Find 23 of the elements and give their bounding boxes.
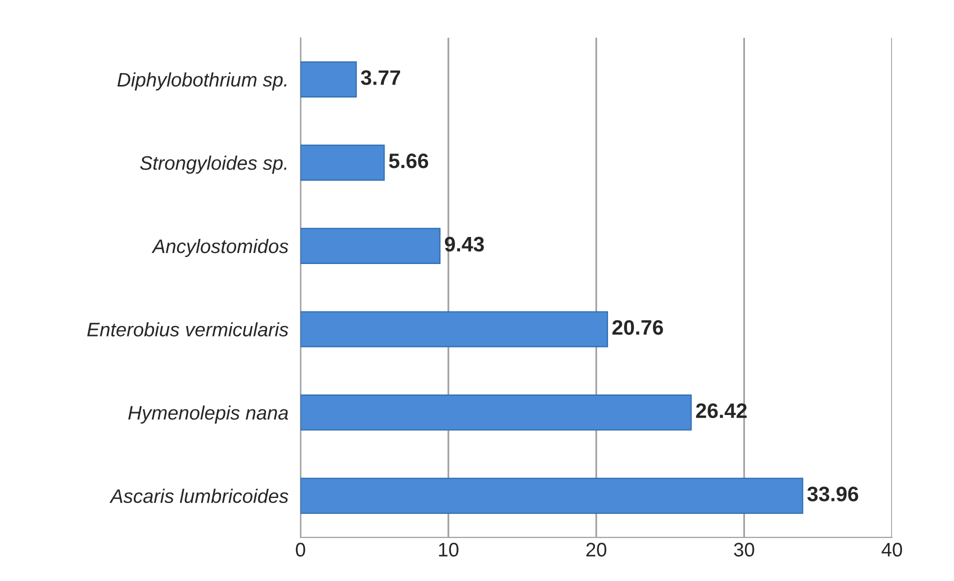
bar [300, 61, 357, 98]
x-tick-label: 20 [586, 542, 606, 557]
x-tick-label: 10 [439, 542, 458, 557]
bar [300, 394, 692, 431]
bar [300, 144, 385, 181]
x-tick-label: 0 [296, 542, 306, 557]
data-label: 9.43 [444, 236, 484, 252]
x-tick-label: 40 [882, 542, 902, 557]
data-label: 26.42 [696, 403, 747, 418]
y-tick-label: Enterobius vermicularis [87, 322, 288, 336]
data-label: 3.77 [360, 70, 400, 86]
data-label: 33.96 [807, 486, 858, 502]
y-tick-label: Ancylostomidos [152, 238, 288, 258]
y-tick-label: Hymenolepis nana [128, 405, 288, 424]
y-tick-label: Ascaris lumbricoides [109, 488, 288, 504]
data-label: 20.76 [612, 320, 664, 335]
x-tick-label: 30 [734, 542, 754, 557]
y-tick-label: Strongyloides sp. [140, 156, 286, 174]
data-label: 5.66 [389, 154, 428, 168]
bar [300, 311, 608, 348]
y-tick-label: Diphylobothrium sp. [117, 72, 286, 90]
bar [300, 228, 441, 264]
bar [300, 478, 804, 514]
